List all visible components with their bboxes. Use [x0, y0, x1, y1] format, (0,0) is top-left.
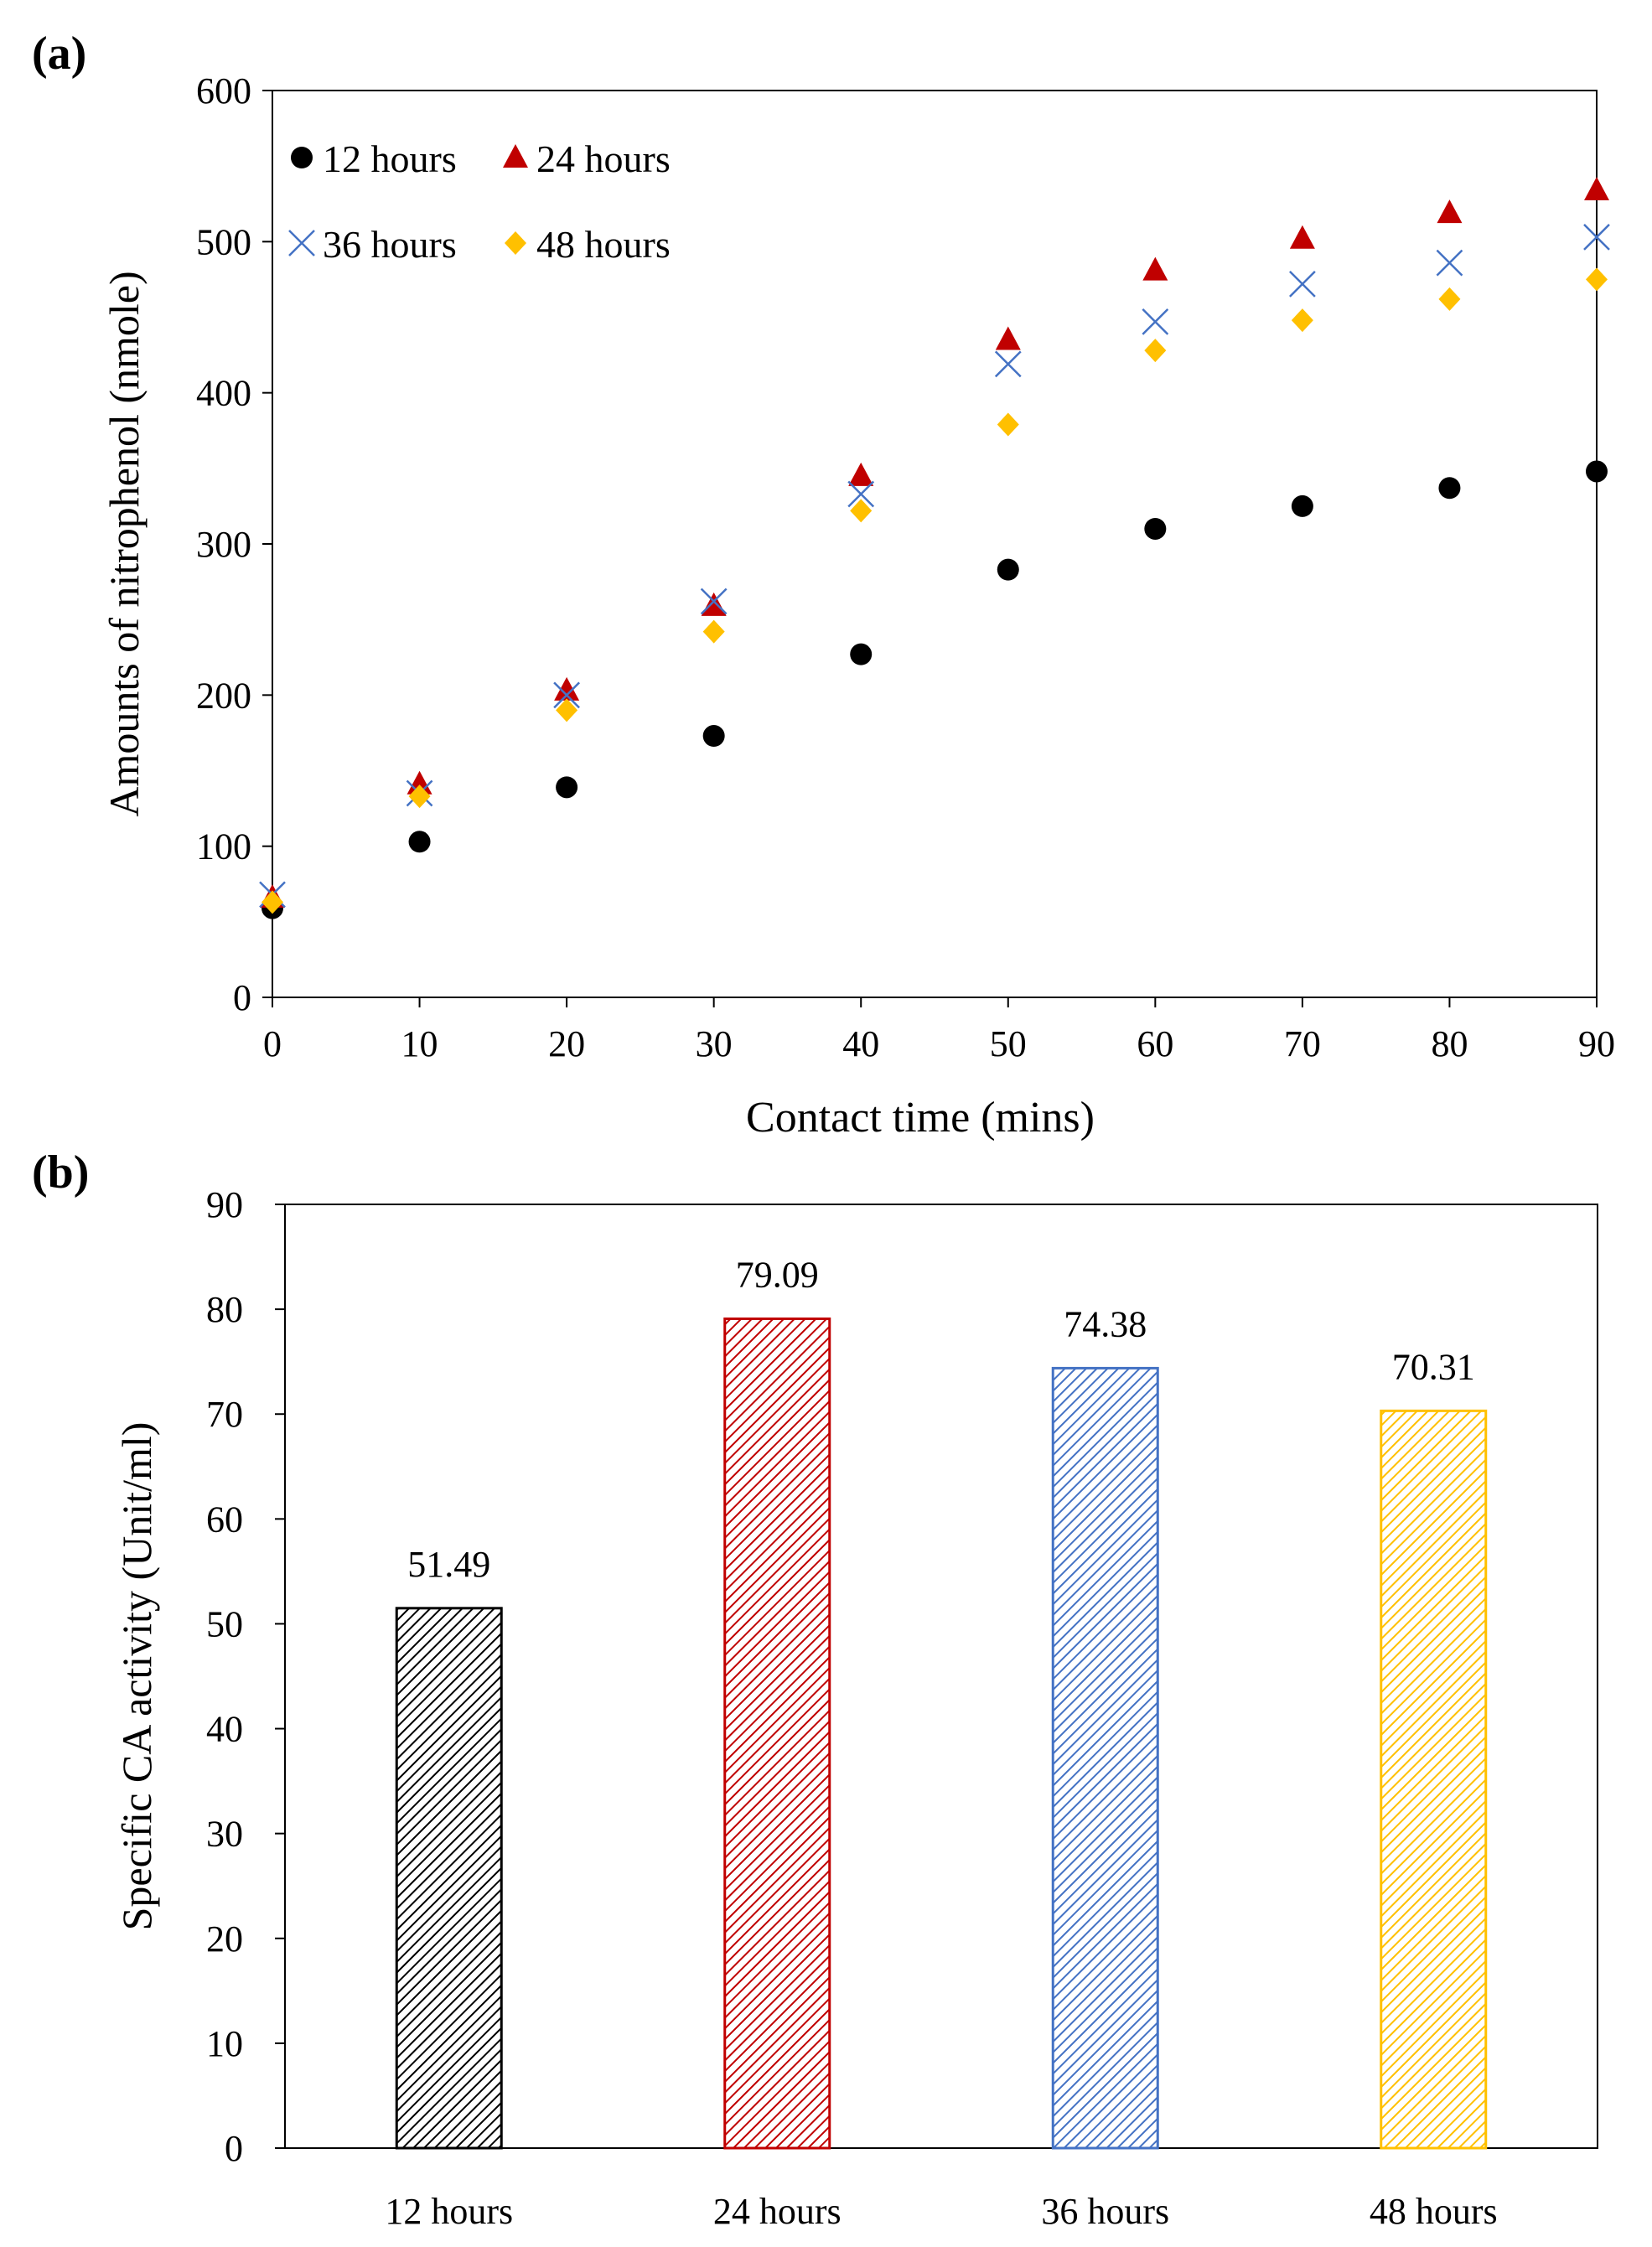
category-label-24-hours: 24 hours [713, 2191, 842, 2232]
data-point-12-hours [997, 558, 1019, 581]
y-tick-label: 40 [206, 1709, 243, 1750]
category-label-48-hours: 48 hours [1370, 2191, 1498, 2232]
y-axis-label-a: Amounts of nitrophenol (nmole) [101, 271, 148, 816]
y-axis-ticks-a: 0 100 200 300 400 500 600 [196, 70, 272, 1018]
bar-chart: 0 10 20 30 40 50 60 70 80 90 51.49 79.09 74.38 70.31… [113, 1184, 1598, 2232]
data-point-36-hours [847, 480, 875, 508]
legend-marker-24-hours [503, 144, 528, 168]
category-label-12-hours: 12 hours [385, 2191, 513, 2232]
y-tick-label: 100 [196, 826, 251, 867]
plot-area-a [272, 90, 1598, 998]
data-point-12-hours [408, 831, 431, 853]
data-point-24-hours [701, 592, 727, 616]
data-point-24-hours [554, 676, 580, 701]
y-tick-label: 70 [206, 1394, 243, 1435]
x-axis-label-a: Contact time (mins) [746, 1094, 1095, 1142]
data-label-24-hours: 79.09 [736, 1254, 819, 1295]
data-point-12-hours [1144, 517, 1167, 540]
data-point-12-hours [1438, 477, 1461, 500]
data-point-12-hours [1586, 460, 1608, 483]
data-point-24-hours [1584, 177, 1609, 201]
y-axis-label-b: Specific CA activity (Unit/ml) [113, 1422, 160, 1931]
data-point-12-hours [1291, 494, 1313, 517]
bar-48-hours [1380, 1409, 1488, 2150]
x-axis-categories-b: 12 hours 24 hours 36 hours 48 hours [385, 2191, 1497, 2232]
y-tick-label: 600 [196, 70, 251, 111]
y-tick-label: 200 [196, 675, 251, 716]
data-point-48-hours [262, 890, 283, 914]
panel-b-label: (b) [32, 1147, 89, 1199]
data-label-48-hours: 70.31 [1392, 1346, 1475, 1387]
x-tick-label: 20 [548, 1023, 585, 1064]
data-point-48-hours [997, 412, 1019, 437]
data-point-48-hours [702, 619, 725, 644]
y-tick-label: 30 [206, 1814, 243, 1855]
x-tick-label: 50 [990, 1023, 1027, 1064]
data-point-48-hours [408, 784, 431, 809]
x-axis-ticks-a: 0 10 20 30 40 50 60 70 80 90 [263, 997, 1615, 1064]
legend-label-24-hours: 24 hours [536, 137, 671, 180]
bars-b: 51.49 79.09 74.38 70.31 [395, 1254, 1488, 2150]
data-point-36-hours [553, 681, 580, 709]
legend-marker-48-hours [505, 231, 526, 255]
legend-label-12-hours: 12 hours [323, 137, 457, 180]
x-tick-label: 0 [263, 1023, 282, 1064]
data-point-48-hours [1144, 339, 1167, 363]
data-point-24-hours [995, 326, 1021, 350]
x-tick-label: 40 [842, 1023, 879, 1064]
y-axis-ticks-b: 0 10 20 30 40 50 60 70 80 90 [206, 1184, 285, 2169]
panel-a-label: (a) [32, 28, 86, 80]
data-point-24-hours [1289, 225, 1315, 249]
category-label-36-hours: 36 hours [1041, 2191, 1169, 2232]
data-point-48-hours [556, 698, 578, 722]
data-label-36-hours: 74.38 [1064, 1303, 1147, 1344]
data-point-24-hours [1142, 256, 1168, 281]
data-points-a [259, 177, 1610, 919]
data-point-48-hours [1438, 287, 1461, 311]
y-tick-label: 300 [196, 524, 251, 565]
legend-label-36-hours: 36 hours [323, 223, 457, 266]
data-point-36-hours [1436, 249, 1463, 277]
data-point-12-hours [702, 725, 725, 748]
data-point-36-hours [700, 588, 728, 615]
legend-label-48-hours: 48 hours [536, 223, 671, 266]
x-tick-label: 30 [696, 1023, 733, 1064]
y-tick-label: 50 [206, 1603, 243, 1644]
data-point-36-hours [994, 350, 1022, 378]
plot-area-b [284, 1204, 1598, 2149]
data-point-24-hours [1437, 199, 1463, 224]
y-tick-label: 10 [206, 2023, 243, 2064]
y-tick-label: 90 [206, 1184, 243, 1225]
y-tick-label: 60 [206, 1499, 243, 1540]
data-point-12-hours [850, 643, 873, 665]
x-tick-label: 60 [1137, 1023, 1173, 1064]
bar-24-hours [723, 1317, 831, 2150]
y-tick-label: 0 [225, 2128, 243, 2169]
legend-marker-12-hours [291, 147, 313, 168]
data-point-24-hours [848, 462, 874, 486]
bar-12-hours [395, 1607, 503, 2150]
bar-36-hours [1051, 1366, 1159, 2150]
y-tick-label: 400 [196, 373, 251, 414]
data-point-48-hours [1586, 267, 1608, 292]
y-tick-label: 0 [233, 977, 251, 1018]
y-tick-label: 80 [206, 1289, 243, 1330]
data-point-36-hours [1289, 270, 1316, 298]
x-tick-label: 80 [1431, 1023, 1468, 1064]
data-point-48-hours [850, 499, 873, 523]
data-label-12-hours: 51.49 [407, 1544, 490, 1585]
data-point-12-hours [556, 776, 578, 799]
data-point-36-hours [1142, 308, 1169, 335]
data-point-48-hours [1291, 308, 1313, 333]
y-tick-label: 20 [206, 1918, 243, 1960]
x-tick-label: 70 [1284, 1023, 1321, 1064]
data-point-36-hours [1583, 224, 1610, 251]
legend-marker-36-hours [288, 230, 315, 256]
legend-a: 12 hours 24 hours 36 hours 48 hours [288, 137, 671, 266]
x-tick-label: 90 [1578, 1023, 1615, 1064]
x-tick-label: 10 [401, 1023, 438, 1064]
y-tick-label: 500 [196, 221, 251, 262]
